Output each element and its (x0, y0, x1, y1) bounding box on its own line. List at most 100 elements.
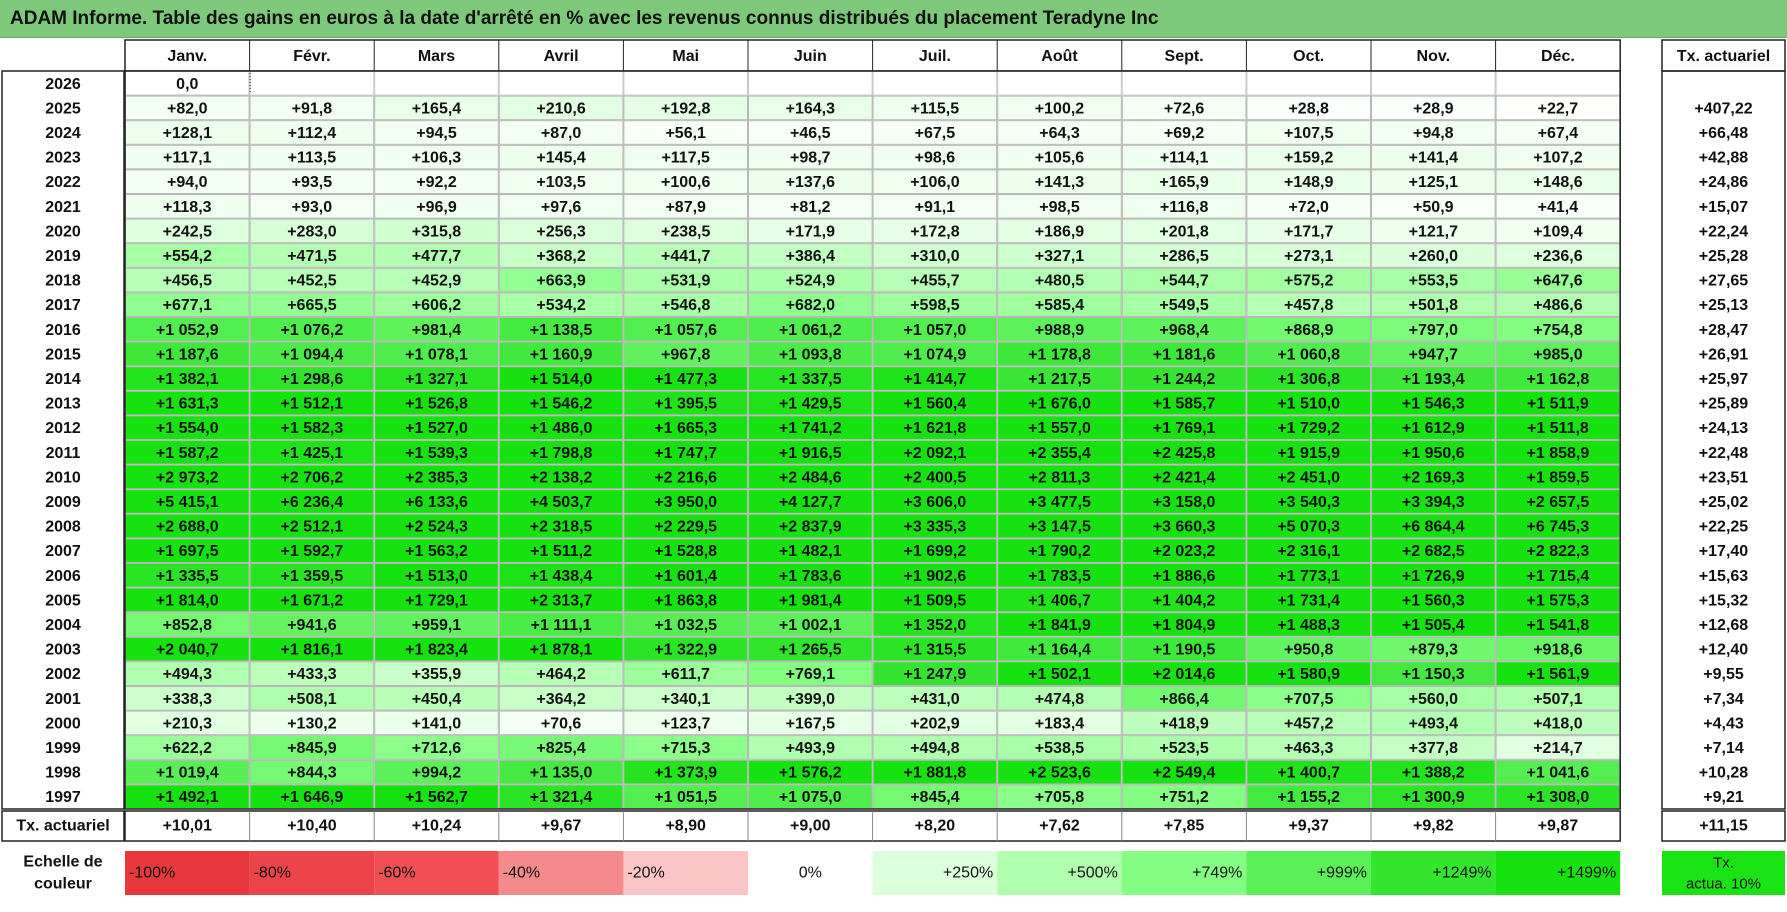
annual-value: +22,25 (1699, 519, 1748, 536)
heat-cell (249, 440, 375, 465)
heat-cell (1246, 194, 1372, 219)
cell-value: +96,9 (416, 199, 457, 216)
cell-value: +1 505,4 (1402, 617, 1465, 634)
cell-value: +456,5 (163, 273, 212, 290)
year-label: 2001 (45, 691, 81, 708)
heat-cell (498, 218, 624, 244)
month-header-12: Déc. (1541, 48, 1575, 65)
heat-cell (997, 415, 1122, 440)
cell-value: +5 070,3 (1277, 519, 1340, 536)
month-header-6: Juin (794, 48, 827, 65)
heat-cell (872, 710, 998, 736)
cell-value: +94,0 (167, 174, 208, 191)
heat-cell (498, 243, 624, 268)
month-header-1: Janv. (167, 48, 207, 65)
heat-cell (498, 464, 624, 490)
cell-value: +69,2 (1164, 125, 1205, 142)
footer-label: Tx. actuariel (16, 818, 109, 835)
year-label: 1999 (45, 740, 81, 757)
cell-value: +1 359,5 (281, 568, 344, 585)
heat-cell (623, 538, 749, 564)
cell-value: +2 023,2 (1153, 543, 1216, 560)
cell-value: +450,4 (412, 691, 461, 708)
cell-value: +845,9 (287, 740, 336, 757)
cell-value: +457,2 (1284, 715, 1333, 732)
heat-cell (498, 440, 624, 465)
cell-value: +1 300,9 (1402, 789, 1465, 806)
cell-value: +1 731,4 (1277, 592, 1340, 609)
cell-value: +1 676,0 (1028, 396, 1091, 413)
title-bar: ADAM Informe. Table des gains en euros à… (0, 0, 1787, 38)
heat-cell (249, 390, 375, 416)
heat-cell (997, 169, 1122, 194)
cell-value: +1 816,1 (281, 642, 344, 659)
heat-cell (623, 194, 749, 219)
heat-cell (1121, 759, 1247, 785)
annual-value: +26,91 (1699, 346, 1748, 363)
cell-value: +118,3 (163, 199, 212, 216)
heat-cell (249, 95, 375, 121)
heat-cell (1121, 636, 1247, 662)
heat-cell (997, 710, 1122, 736)
heat-cell (997, 71, 1122, 96)
footer-value: +9,67 (541, 818, 582, 835)
heat-cell (872, 120, 998, 145)
heat-cell (872, 538, 998, 564)
year-label: 2025 (45, 100, 81, 117)
heat-cell (1371, 292, 1496, 317)
cell-value: +531,9 (661, 273, 710, 290)
heat-cell (1246, 538, 1372, 564)
cell-value: +480,5 (1035, 273, 1084, 290)
cell-value: +130,2 (287, 715, 336, 732)
cell-value: +1 429,5 (779, 396, 842, 413)
legend-swatch (249, 851, 375, 895)
legend-swatch (498, 851, 624, 895)
heat-cell (1246, 686, 1372, 711)
heat-cell (498, 661, 624, 687)
legend-reference-line1: Tx. (1713, 855, 1734, 872)
heat-cell (1371, 489, 1496, 514)
heat-cell (748, 292, 873, 317)
cell-value: +1 138,5 (530, 322, 593, 339)
cell-value: +1 438,4 (530, 568, 593, 585)
cell-value: +116,8 (1160, 199, 1209, 216)
heat-cell (1121, 120, 1247, 145)
heat-cell (997, 194, 1122, 219)
cell-value: +165,4 (412, 100, 461, 117)
heat-cell (623, 587, 749, 613)
cell-value: +117,5 (661, 150, 710, 167)
heat-cell (997, 390, 1122, 416)
heat-cell (249, 513, 375, 539)
heat-cell (997, 563, 1122, 588)
heat-cell (997, 612, 1122, 637)
cell-value: +493,4 (1409, 715, 1458, 732)
heat-cell (872, 366, 998, 391)
month-header-3: Mars (418, 48, 455, 65)
cell-value: +3 477,5 (1028, 494, 1091, 511)
cell-value: 0,0 (176, 76, 198, 93)
year-label: 2006 (45, 568, 81, 585)
cell-value: +797,0 (1409, 322, 1458, 339)
cell-value: +464,2 (536, 666, 585, 683)
annual-value: +25,89 (1699, 396, 1748, 413)
year-label: 2022 (45, 174, 81, 191)
heat-cell (748, 341, 873, 367)
heat-cell (374, 292, 499, 317)
heat-cell (1246, 563, 1372, 588)
heat-cell (872, 587, 998, 613)
cell-value: +1 562,7 (405, 789, 468, 806)
cell-value: +1 181,6 (1153, 346, 1216, 363)
year-label: 2004 (45, 617, 81, 634)
legend-label: +250% (943, 865, 993, 882)
cell-value: +93,0 (292, 199, 333, 216)
heat-cell (1121, 292, 1247, 317)
heat-cell (1246, 612, 1372, 637)
legend-swatch (1246, 851, 1371, 895)
heat-cell (1121, 243, 1247, 268)
heat-cell (1371, 686, 1496, 711)
heat-cell (249, 661, 375, 687)
heat-cell (997, 243, 1122, 268)
heat-cell (498, 415, 624, 440)
heat-cell (1371, 735, 1496, 760)
cell-value: +463,3 (1284, 740, 1333, 757)
